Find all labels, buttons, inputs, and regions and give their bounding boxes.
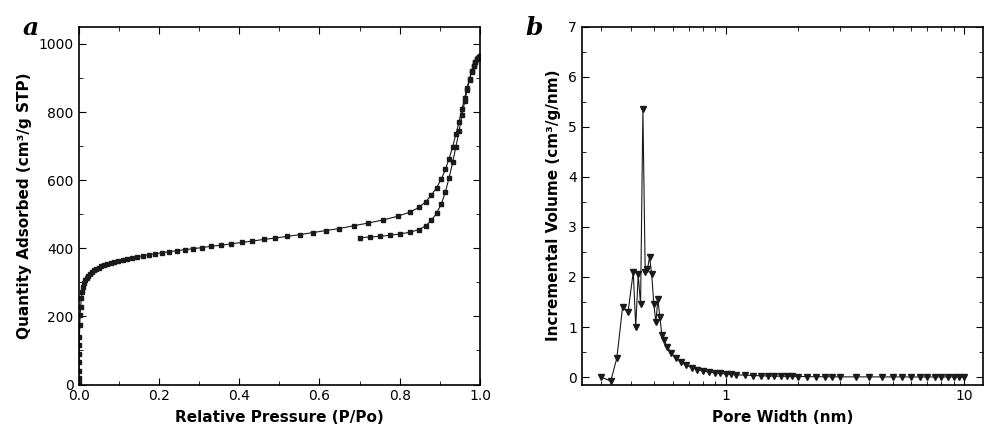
Text: a: a [22,16,39,40]
Y-axis label: Incremental Volume (cm³/g/nm): Incremental Volume (cm³/g/nm) [546,70,561,342]
X-axis label: Pore Width (nm): Pore Width (nm) [712,410,853,425]
Text: b: b [526,16,543,40]
X-axis label: Relative Pressure (P/Po): Relative Pressure (P/Po) [175,410,384,425]
Y-axis label: Quantity Adsorbed (cm³/g STP): Quantity Adsorbed (cm³/g STP) [17,72,32,339]
